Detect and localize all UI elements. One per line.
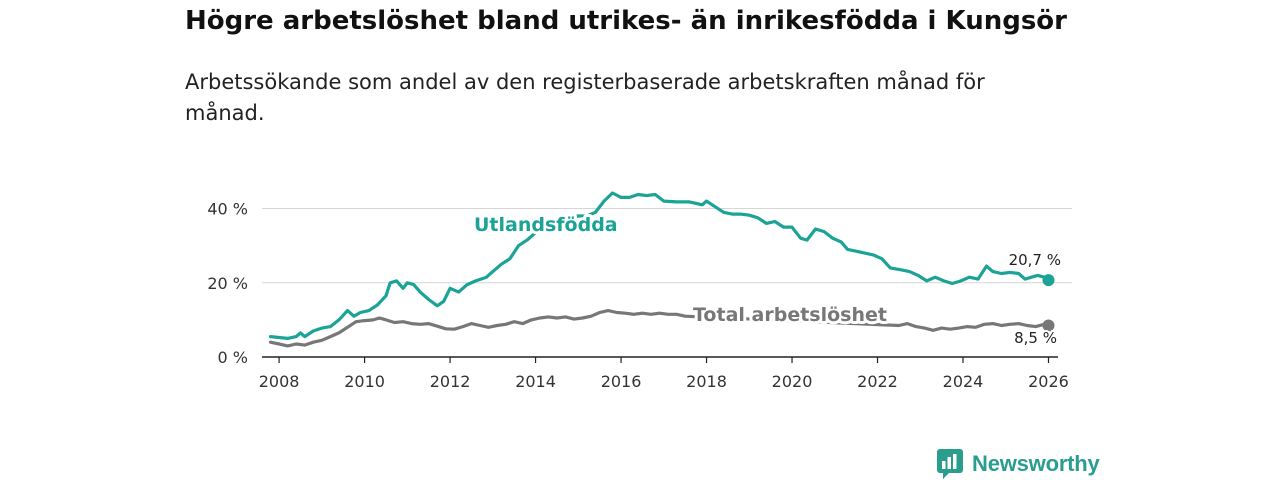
series-end-point <box>1042 319 1055 332</box>
series-line-utlandsfodda <box>268 191 1051 340</box>
x-tick-label: 2008 <box>259 372 300 391</box>
newsworthy-logo-text: Newsworthy <box>972 451 1100 476</box>
x-tick-label: 2022 <box>857 372 898 391</box>
series-label: Utlandsfödda <box>474 214 618 236</box>
end-value-label: 8,5 % <box>1014 329 1057 347</box>
x-tick-label: 2024 <box>943 372 984 391</box>
x-tick-label: 2018 <box>686 372 727 391</box>
x-tick-label: 2026 <box>1028 372 1069 391</box>
series-label: Total arbetslöshet <box>693 304 887 326</box>
chart-title: Högre arbetslöshet bland utrikes- än inr… <box>185 6 1067 36</box>
series-line-total <box>268 309 1051 348</box>
x-tick-label: 2014 <box>515 372 556 391</box>
chart-subtitle: Arbetssökande som andel av den registerb… <box>185 70 985 125</box>
newsworthy-logo-icon <box>937 449 963 479</box>
series-end-point <box>1042 274 1055 287</box>
x-tick-label: 2016 <box>601 372 642 391</box>
x-tick-label: 2010 <box>344 372 385 391</box>
y-tick-label: 40 % <box>207 200 248 219</box>
x-tick-label: 2020 <box>772 372 813 391</box>
newsworthy-logo: Newsworthy <box>937 449 1100 479</box>
end-value-label: 20,7 % <box>1009 251 1061 269</box>
y-tick-label: 20 % <box>207 274 248 293</box>
y-tick-label: 0 % <box>218 348 248 367</box>
x-tick-label: 2012 <box>430 372 471 391</box>
